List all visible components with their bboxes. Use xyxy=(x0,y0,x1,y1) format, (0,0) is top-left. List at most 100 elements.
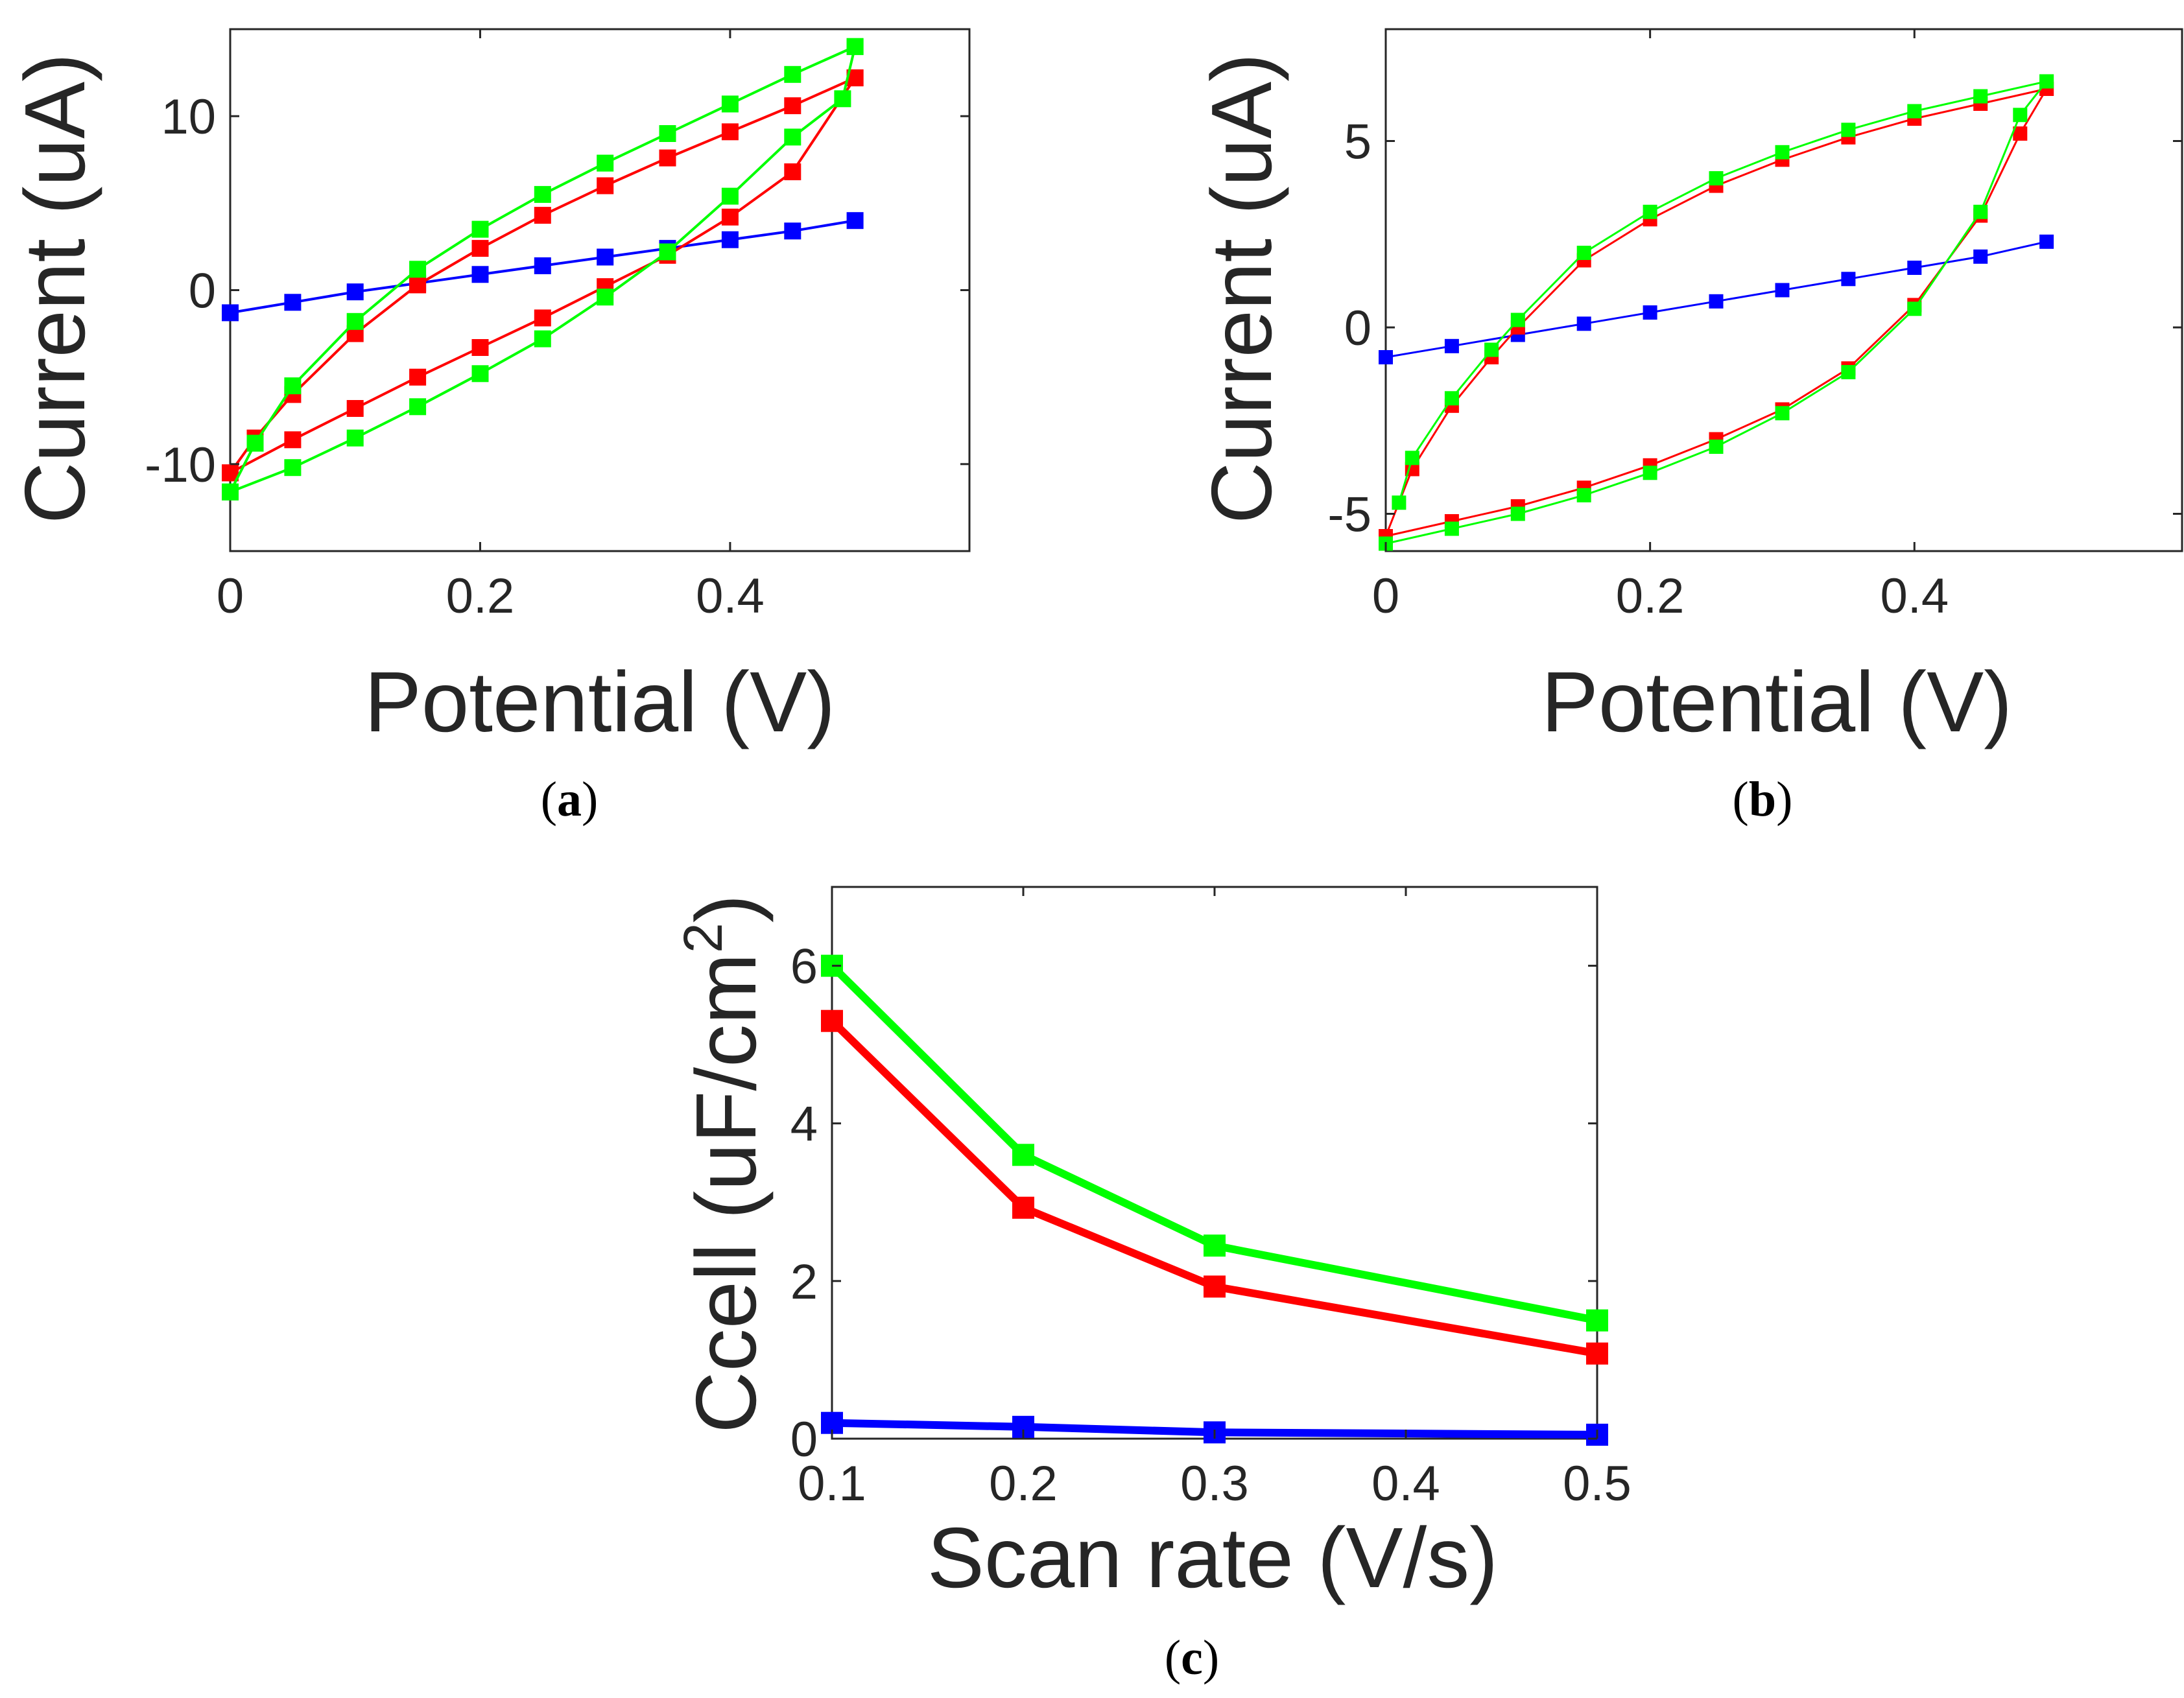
panel-b-blue-point xyxy=(1973,249,1988,264)
panel-b-label: (b) xyxy=(1733,772,1793,827)
panel-b-marks xyxy=(1379,74,2054,551)
panel-a-red-point xyxy=(721,208,739,226)
panel-a-green-point xyxy=(721,187,739,205)
panel-a-red-point xyxy=(534,309,551,327)
panel-b-red-point xyxy=(2013,126,2028,141)
panel-a-green-point xyxy=(246,434,264,452)
panel-a-green-point xyxy=(534,185,551,203)
panel-a-series-red-line xyxy=(229,77,857,475)
panel-b-ylabel: Current (uA) xyxy=(1194,53,1289,524)
panel-a-green-point xyxy=(846,38,864,55)
panel-b-xtick-label: 0 xyxy=(1372,569,1399,624)
panel-a-green-point xyxy=(534,330,551,348)
panel-a-marks xyxy=(222,38,864,501)
panel-b-ytick-label: 5 xyxy=(1344,115,1371,170)
panel-a-ytick-label: 0 xyxy=(189,264,216,319)
panel-a-red-point xyxy=(659,149,676,167)
panel-c-ylabel: Ccell (uF/cm2) xyxy=(672,894,774,1433)
panel-b-green-point xyxy=(1405,451,1419,466)
panel-b-blue-point xyxy=(1775,283,1790,298)
panel-b-green-point xyxy=(2039,74,2054,89)
panel-a-red-point xyxy=(597,177,614,195)
panel-c-ylabel-main: Ccell (uF/cm xyxy=(678,953,774,1433)
panel-a-xtick-label: 0 xyxy=(217,569,244,624)
panel-c-ylabel-suffix: ) xyxy=(678,894,774,923)
panel-c-xtick-label: 0.5 xyxy=(1563,1456,1632,1511)
panel-a-red-point xyxy=(284,431,302,449)
panel-a-red-point xyxy=(721,123,739,141)
panel-a-green-point xyxy=(834,90,851,108)
panel-a-ticks: 0 0.2 0.4 -10 0 10 xyxy=(145,29,969,624)
panel-c-ytick-label: 4 xyxy=(790,1097,818,1152)
panel-c-xtick-label: 0.2 xyxy=(989,1456,1058,1511)
panel-b-blue-point xyxy=(1907,261,1922,275)
panel-a-red-point xyxy=(784,163,801,180)
panel-b-blue-point xyxy=(1576,316,1591,331)
panel-c-xtick-label: 0.3 xyxy=(1180,1456,1249,1511)
panel-a-red-point xyxy=(471,339,489,356)
panel-c-xlabel: Scan rate (V/s) xyxy=(927,1510,1498,1605)
panel-b-green-point xyxy=(1484,342,1499,357)
panel-b-green-point xyxy=(1709,171,1724,185)
panel-a-ytick-label: -10 xyxy=(145,438,216,493)
panel-b-ytick-label: 0 xyxy=(1344,301,1371,356)
panel-a-blue-point xyxy=(284,294,302,311)
panel-c-series-red-line xyxy=(829,1018,1598,1358)
panel-a-blue-point xyxy=(534,257,551,274)
panel-b-green-point xyxy=(2013,108,2028,123)
panel-b-green-point xyxy=(1775,145,1790,159)
panel-a-green-point xyxy=(284,459,302,477)
panel-a-green-point xyxy=(284,377,302,395)
panel-c-green-point xyxy=(1204,1234,1226,1257)
panel-b-green-point xyxy=(1444,391,1459,406)
panel-b-xlabel: Potential (V) xyxy=(1541,654,2012,749)
panel-b-green-point xyxy=(1444,521,1459,536)
panel-b: 0 0.2 0.4-505 Potential (V) Current (uA) (… xyxy=(1194,28,2183,827)
panel-b-green-point xyxy=(1841,365,1856,379)
panel-c-ytick-label: 0 xyxy=(790,1412,818,1467)
panel-c-series-green-line xyxy=(829,963,1598,1325)
panel-c-green-point xyxy=(1012,1144,1034,1166)
panel-a-red-point xyxy=(346,400,364,417)
panel-a-red-point xyxy=(471,240,489,257)
panel-a-green-point xyxy=(784,65,801,83)
panel-c-red-point xyxy=(1204,1275,1226,1298)
panel-a-label: (a) xyxy=(541,772,599,827)
panel-a-green-point xyxy=(346,312,364,330)
panel-a-green-point xyxy=(346,429,364,447)
panel-a-blue-point xyxy=(346,283,364,301)
panel-c-xtick-label: 0.1 xyxy=(798,1456,866,1511)
panel-a-green-point xyxy=(659,243,676,261)
panel-b-green-point xyxy=(1973,89,1988,104)
panel-b-green-point xyxy=(1576,246,1591,260)
panel-b-green-point xyxy=(1510,506,1525,521)
panel-b-blue-point xyxy=(1379,350,1393,364)
panel-a-red-point xyxy=(784,97,801,115)
panel-a-blue-point xyxy=(846,212,864,230)
panel-c-red-point xyxy=(1586,1342,1608,1365)
panel-b-blue-point xyxy=(1444,338,1459,353)
panel-a-green-point xyxy=(597,154,614,172)
panel-c-red-point xyxy=(1012,1196,1034,1219)
panel-a-green-point xyxy=(784,128,801,146)
panel-c-ticks: 0.1 0.2 0.3 0.4 0.5 0 2 4 6 xyxy=(790,887,1632,1511)
panel-b-green-point xyxy=(1841,123,1856,137)
panel-c-ytick-label: 2 xyxy=(790,1255,818,1310)
panel-b-xtick-label: 0.2 xyxy=(1616,569,1685,624)
panel-c-green-point xyxy=(1586,1309,1608,1332)
panel-a-xtick-label: 0.2 xyxy=(446,569,515,624)
panel-a-ylabel: Current (uA) xyxy=(7,53,102,524)
panel-b-blue-point xyxy=(1841,272,1856,287)
panel-a-red-point xyxy=(409,368,427,386)
panel-a-xtick-label: 0.4 xyxy=(696,569,765,624)
panel-b-blue-point xyxy=(1643,305,1657,320)
panel-b-green-point xyxy=(1709,440,1724,454)
panel-a-green-point xyxy=(409,398,427,416)
panel-a-green-point xyxy=(222,483,239,501)
panel-a-green-point xyxy=(409,261,427,278)
panel-b-green-point xyxy=(1775,406,1790,421)
panel-b-ytick-label: -5 xyxy=(1327,488,1371,543)
panel-a-red-point xyxy=(409,276,427,294)
panel-a-green-point xyxy=(597,289,614,306)
